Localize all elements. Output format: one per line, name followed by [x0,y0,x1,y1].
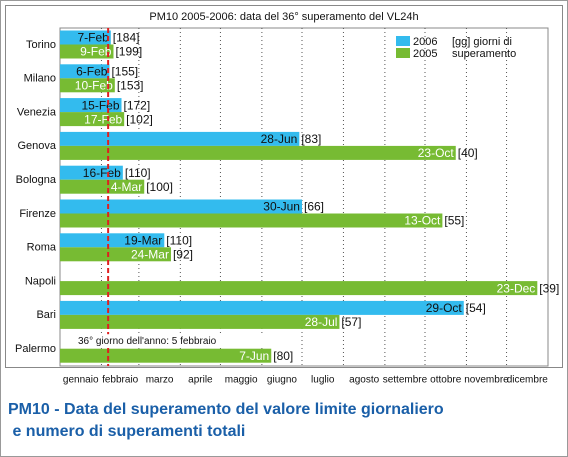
bar [60,165,123,180]
bar [60,145,456,160]
value-label: 13-Oct [404,214,441,228]
y-tick-label: Milano [24,73,56,85]
legend-label: 2006 [413,36,437,48]
y-tick-label: Bari [36,309,56,321]
value-label: 17-Feb [84,112,122,126]
x-tick-label: agosto [349,375,379,386]
count-label: [102] [126,112,153,126]
value-label: 7-Feb [77,31,109,45]
value-label: 23-Dec [497,281,536,295]
bar [60,78,115,93]
value-label: 9-Feb [80,45,112,59]
bar [60,314,340,329]
count-label: [92] [173,247,193,261]
bar [60,44,114,59]
y-tick-label: Venezia [17,106,57,118]
x-tick-label: dicembre [507,375,549,386]
legend-label: 2005 [413,48,437,60]
bar [60,213,443,228]
count-label: [199] [115,45,142,59]
legend-note: [gg] giorni di [452,36,512,48]
value-label: 28-Jun [261,132,298,146]
caption: PM10 - Data del superamento del valore l… [8,401,444,440]
x-tick-label: maggio [225,375,258,386]
legend-swatch [396,36,410,46]
bar [60,233,165,248]
value-label: 19-Mar [124,233,162,247]
x-tick-label: giugno [267,375,297,386]
y-tick-label: Genova [17,140,56,152]
value-label: 23-Oct [418,146,455,160]
count-label: [153] [117,78,144,92]
count-label: [54] [466,301,486,315]
count-label: [66] [304,200,324,214]
value-label: 15-Feb [81,98,119,112]
count-label: [83] [301,132,321,146]
y-tick-label: Napoli [25,275,56,287]
value-label: 28-Jul [305,315,338,329]
value-label: 29-Oct [426,301,463,315]
y-tick-label: Bologna [16,174,57,186]
count-label: [40] [458,146,478,160]
count-label: [80] [273,349,293,363]
bar [60,98,122,113]
bar [60,348,272,363]
count-label: [155] [111,64,138,78]
value-label: 6-Feb [76,64,108,78]
bar [60,199,302,214]
y-tick-label: Roma [27,242,57,254]
x-tick-label: gennaio [63,375,99,386]
count-label: [39] [539,281,559,295]
y-tick-label: Torino [26,39,56,51]
x-tick-label: settembre [383,375,428,386]
x-tick-label: febbraio [102,375,139,386]
bar [60,131,300,146]
bar [60,247,171,262]
annotation: 36° giorno dell'anno: 5 febbraio [78,336,217,347]
legend-swatch [396,48,410,58]
value-label: 24-Mar [131,247,169,261]
count-label: [100] [146,180,173,194]
chart-title: PM10 2005-2006: data del 36° superamento… [149,11,418,23]
x-tick-label: luglio [311,375,335,386]
x-tick-label: aprile [188,375,213,386]
value-label: 10-Feb [75,78,113,92]
value-label: 30-Jun [263,200,300,214]
x-tick-label: novembre [464,375,509,386]
count-label: [110] [166,233,192,247]
y-tick-label: Firenze [19,208,56,220]
legend-note: superamento [452,48,516,60]
bar [60,179,145,194]
count-label: [172] [124,98,151,112]
y-tick-label: Palermo [15,343,56,355]
bar [60,112,125,127]
count-label: [184] [113,31,140,45]
count-label: [57] [341,315,361,329]
x-tick-label: marzo [146,375,174,386]
bar [60,281,538,296]
value-label: 7-Jun [239,349,269,363]
x-tick-label: ottobre [430,375,462,386]
count-label: [110] [125,166,151,180]
value-label: 16-Feb [83,166,121,180]
bar [60,300,464,315]
bar [60,64,110,79]
count-label: [55] [444,214,464,228]
bar [60,30,111,45]
value-label: 4-Mar [111,180,142,194]
annotation-bg [74,334,274,348]
